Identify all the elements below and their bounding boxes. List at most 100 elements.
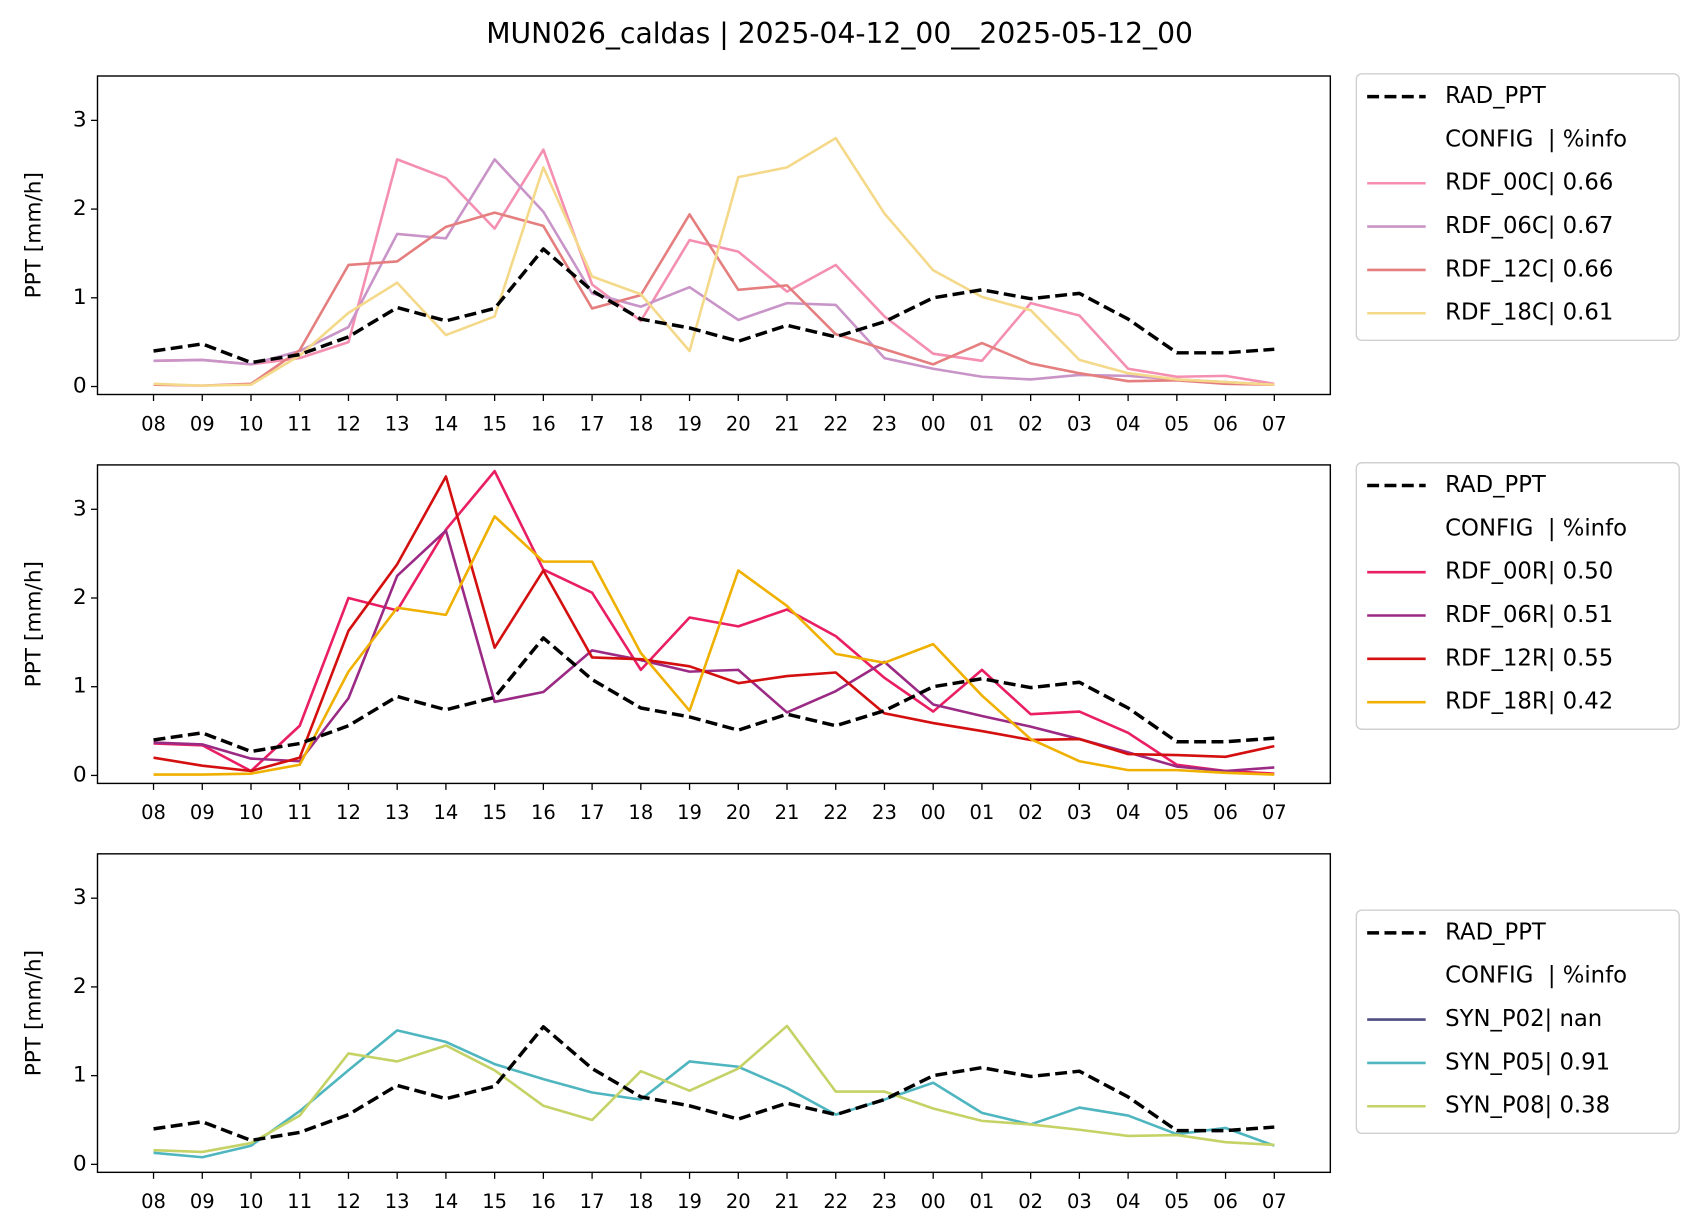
series-line xyxy=(153,1024,1275,1154)
x-tick-label: 07 xyxy=(1262,1190,1287,1213)
y-axis-label: PPT [mm/h] xyxy=(22,561,47,687)
y-tick-label: 2 xyxy=(73,585,87,610)
y-tick-label: 3 xyxy=(73,496,87,521)
legend-label: RDF_18R| 0.42 xyxy=(1445,689,1613,715)
y-axis-label: PPT [mm/h] xyxy=(22,172,47,298)
x-tick-label: 14 xyxy=(433,1190,458,1213)
x-tick-label: 02 xyxy=(1018,801,1043,824)
axes-frame xyxy=(96,464,1332,785)
x-tick-label: 16 xyxy=(531,801,556,824)
x-tick-label: 00 xyxy=(921,801,946,824)
series-line xyxy=(153,148,1275,386)
x-tick-label: 08 xyxy=(141,412,166,435)
x-tick-label: 15 xyxy=(482,801,507,824)
x-tick-label: 23 xyxy=(872,1190,897,1213)
legend-box xyxy=(1355,73,1680,342)
x-tick-label: 23 xyxy=(872,412,897,435)
legend-label: RDF_12R| 0.55 xyxy=(1445,645,1613,671)
x-tick-label: 07 xyxy=(1262,412,1287,435)
x-tick-label: 04 xyxy=(1116,1190,1141,1213)
x-tick-label: 05 xyxy=(1164,1190,1189,1213)
x-tick-label: 01 xyxy=(970,801,995,824)
x-tick-label: 01 xyxy=(970,1190,995,1213)
y-tick-label: 0 xyxy=(73,762,87,787)
x-tick-label: 02 xyxy=(1018,412,1043,435)
series-line xyxy=(153,211,1275,387)
legend-header: CONFIG | %info xyxy=(1445,963,1627,989)
x-tick-label: 12 xyxy=(336,801,361,824)
y-tick-label: 3 xyxy=(73,885,87,910)
x-tick-label: 14 xyxy=(433,412,458,435)
x-tick-label: 19 xyxy=(677,1190,702,1213)
x-tick-label: 04 xyxy=(1116,412,1141,435)
x-tick-label: 17 xyxy=(580,412,605,435)
legend-label: SYN_P05| 0.91 xyxy=(1445,1049,1610,1075)
series-line xyxy=(153,475,1275,773)
x-tick-label: 14 xyxy=(433,801,458,824)
figure-title: MUN026_caldas | 2025-04-12_00__2025-05-1… xyxy=(486,17,1193,50)
x-tick-label: 04 xyxy=(1116,801,1141,824)
x-tick-label: 20 xyxy=(726,1190,751,1213)
series-line xyxy=(153,1029,1275,1159)
legend-label: RDF_06R| 0.51 xyxy=(1445,602,1613,628)
series-line xyxy=(153,1025,1275,1143)
legend-label: RDF_00R| 0.50 xyxy=(1445,559,1613,585)
legend-label: RDF_12C| 0.66 xyxy=(1445,256,1613,282)
legend-box xyxy=(1355,462,1680,730)
x-tick-label: 06 xyxy=(1213,1190,1238,1213)
x-tick-label: 21 xyxy=(775,1190,800,1213)
x-tick-label: 06 xyxy=(1213,412,1238,435)
x-tick-label: 21 xyxy=(775,412,800,435)
axes-frame xyxy=(96,75,1332,396)
series-line xyxy=(153,469,1275,775)
legend-box xyxy=(1355,909,1680,1135)
y-tick-label: 3 xyxy=(73,107,87,132)
x-tick-label: 16 xyxy=(531,1190,556,1213)
y-tick-label: 1 xyxy=(73,1063,87,1088)
legend-label: SYN_P02| nan xyxy=(1445,1006,1602,1032)
x-tick-label: 11 xyxy=(287,1190,312,1213)
x-tick-label: 22 xyxy=(823,1190,848,1213)
x-tick-label: 09 xyxy=(190,1190,215,1213)
x-tick-label: 10 xyxy=(239,412,264,435)
y-tick-label: 2 xyxy=(73,196,87,221)
x-tick-label: 22 xyxy=(823,412,848,435)
x-tick-label: 12 xyxy=(336,412,361,435)
x-tick-label: 05 xyxy=(1164,801,1189,824)
x-tick-label: 13 xyxy=(385,1190,410,1213)
x-tick-label: 11 xyxy=(287,412,312,435)
x-tick-label: 19 xyxy=(677,801,702,824)
series-line xyxy=(153,515,1275,776)
x-tick-label: 17 xyxy=(580,801,605,824)
x-tick-label: 23 xyxy=(872,801,897,824)
y-axis-label: PPT [mm/h] xyxy=(22,950,47,1076)
x-tick-label: 20 xyxy=(726,801,751,824)
y-tick-label: 2 xyxy=(73,974,87,999)
y-tick-label: 1 xyxy=(73,674,87,699)
x-tick-label: 21 xyxy=(775,801,800,824)
x-tick-label: 22 xyxy=(823,801,848,824)
x-tick-label: 16 xyxy=(531,412,556,435)
x-tick-label: 10 xyxy=(239,801,264,824)
x-tick-label: 20 xyxy=(726,412,751,435)
y-tick-label: 0 xyxy=(73,374,87,399)
legend-label: RAD_PPT xyxy=(1445,472,1546,498)
legend-header: CONFIG | %info xyxy=(1445,515,1627,541)
y-tick-label: 0 xyxy=(73,1151,87,1176)
x-tick-label: 03 xyxy=(1067,412,1092,435)
legend-label: RDF_06C| 0.67 xyxy=(1445,213,1613,239)
x-tick-label: 10 xyxy=(239,1190,264,1213)
x-tick-label: 05 xyxy=(1164,412,1189,435)
x-tick-label: 01 xyxy=(970,412,995,435)
x-tick-label: 09 xyxy=(190,801,215,824)
legend-label: RDF_18C| 0.61 xyxy=(1445,300,1613,326)
x-tick-label: 18 xyxy=(628,1190,653,1213)
legend-label: RDF_00C| 0.66 xyxy=(1445,170,1613,196)
x-tick-label: 00 xyxy=(921,1190,946,1213)
x-tick-label: 00 xyxy=(921,412,946,435)
x-tick-label: 09 xyxy=(190,412,215,435)
x-tick-label: 02 xyxy=(1018,1190,1043,1213)
x-tick-label: 15 xyxy=(482,412,507,435)
x-tick-label: 06 xyxy=(1213,801,1238,824)
